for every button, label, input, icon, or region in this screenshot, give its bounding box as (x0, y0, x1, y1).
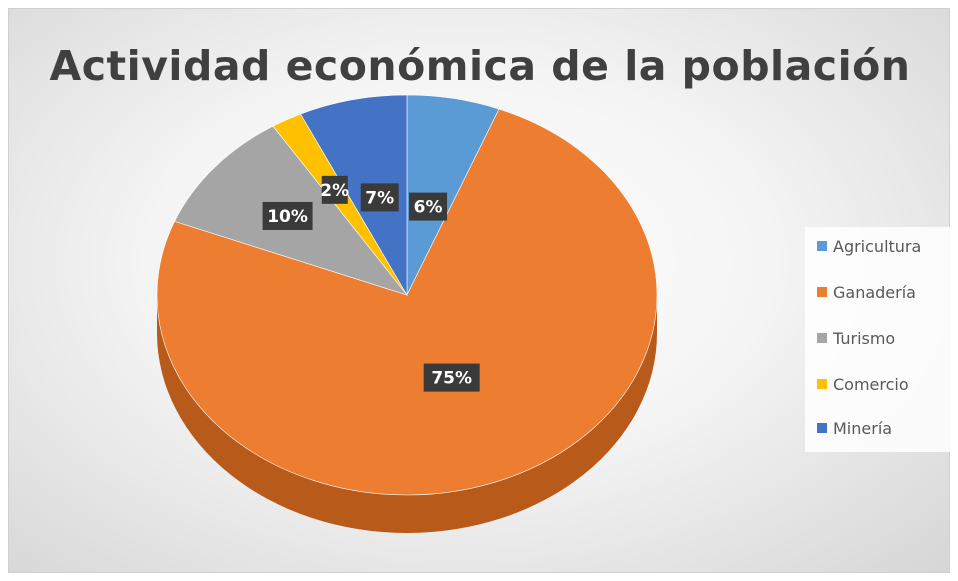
data-label-bg (423, 363, 480, 392)
legend-swatch-ganaderia (817, 287, 827, 297)
data-label-comercio: 2% (320, 175, 349, 204)
data-label-bg (321, 175, 348, 204)
legend-item-comercio: Comercio (817, 373, 909, 395)
pie-side-ganadería (157, 295, 657, 533)
legend-swatch-mineria (817, 423, 827, 433)
data-label-bg (409, 192, 448, 221)
legend-label-ganaderia: Ganadería (833, 282, 916, 302)
pie-slice-minería (300, 94, 408, 297)
legend-item-agricultura: Agricultura (817, 235, 921, 257)
pie-side (157, 295, 657, 533)
pie-slice-ganadería (156, 108, 658, 496)
legend-item-turismo: Turismo (817, 327, 895, 349)
data-label-minería: 7% (360, 183, 399, 212)
legend-swatch-comercio (817, 379, 827, 389)
legend-swatch-turismo (817, 333, 827, 343)
legend: Agricultura Ganadería Turismo Comercio M… (805, 227, 950, 452)
data-label-text: 6% (414, 198, 443, 218)
data-label-text: 7% (365, 188, 394, 208)
legend-item-mineria: Minería (817, 417, 892, 439)
data-label-bg (262, 201, 313, 230)
legend-label-comercio: Comercio (833, 374, 909, 394)
data-label-turismo: 10% (262, 201, 313, 230)
legend-item-ganaderia: Ganadería (817, 281, 916, 303)
legend-label-mineria: Minería (833, 418, 893, 438)
data-label-text: 75% (431, 369, 472, 389)
legend-label-turismo: Turismo (833, 328, 896, 348)
chart-title: Actividad económica de la población (49, 42, 911, 90)
legend-swatch-agricultura (817, 241, 827, 251)
data-label-ganadería: 75% (423, 363, 480, 392)
data-label-bg (360, 183, 399, 212)
data-label-agricultura: 6% (409, 192, 448, 221)
legend-label-agricultura: Agricultura (833, 236, 922, 256)
data-label-text: 10% (267, 207, 308, 227)
data-label-text: 2% (320, 181, 349, 201)
